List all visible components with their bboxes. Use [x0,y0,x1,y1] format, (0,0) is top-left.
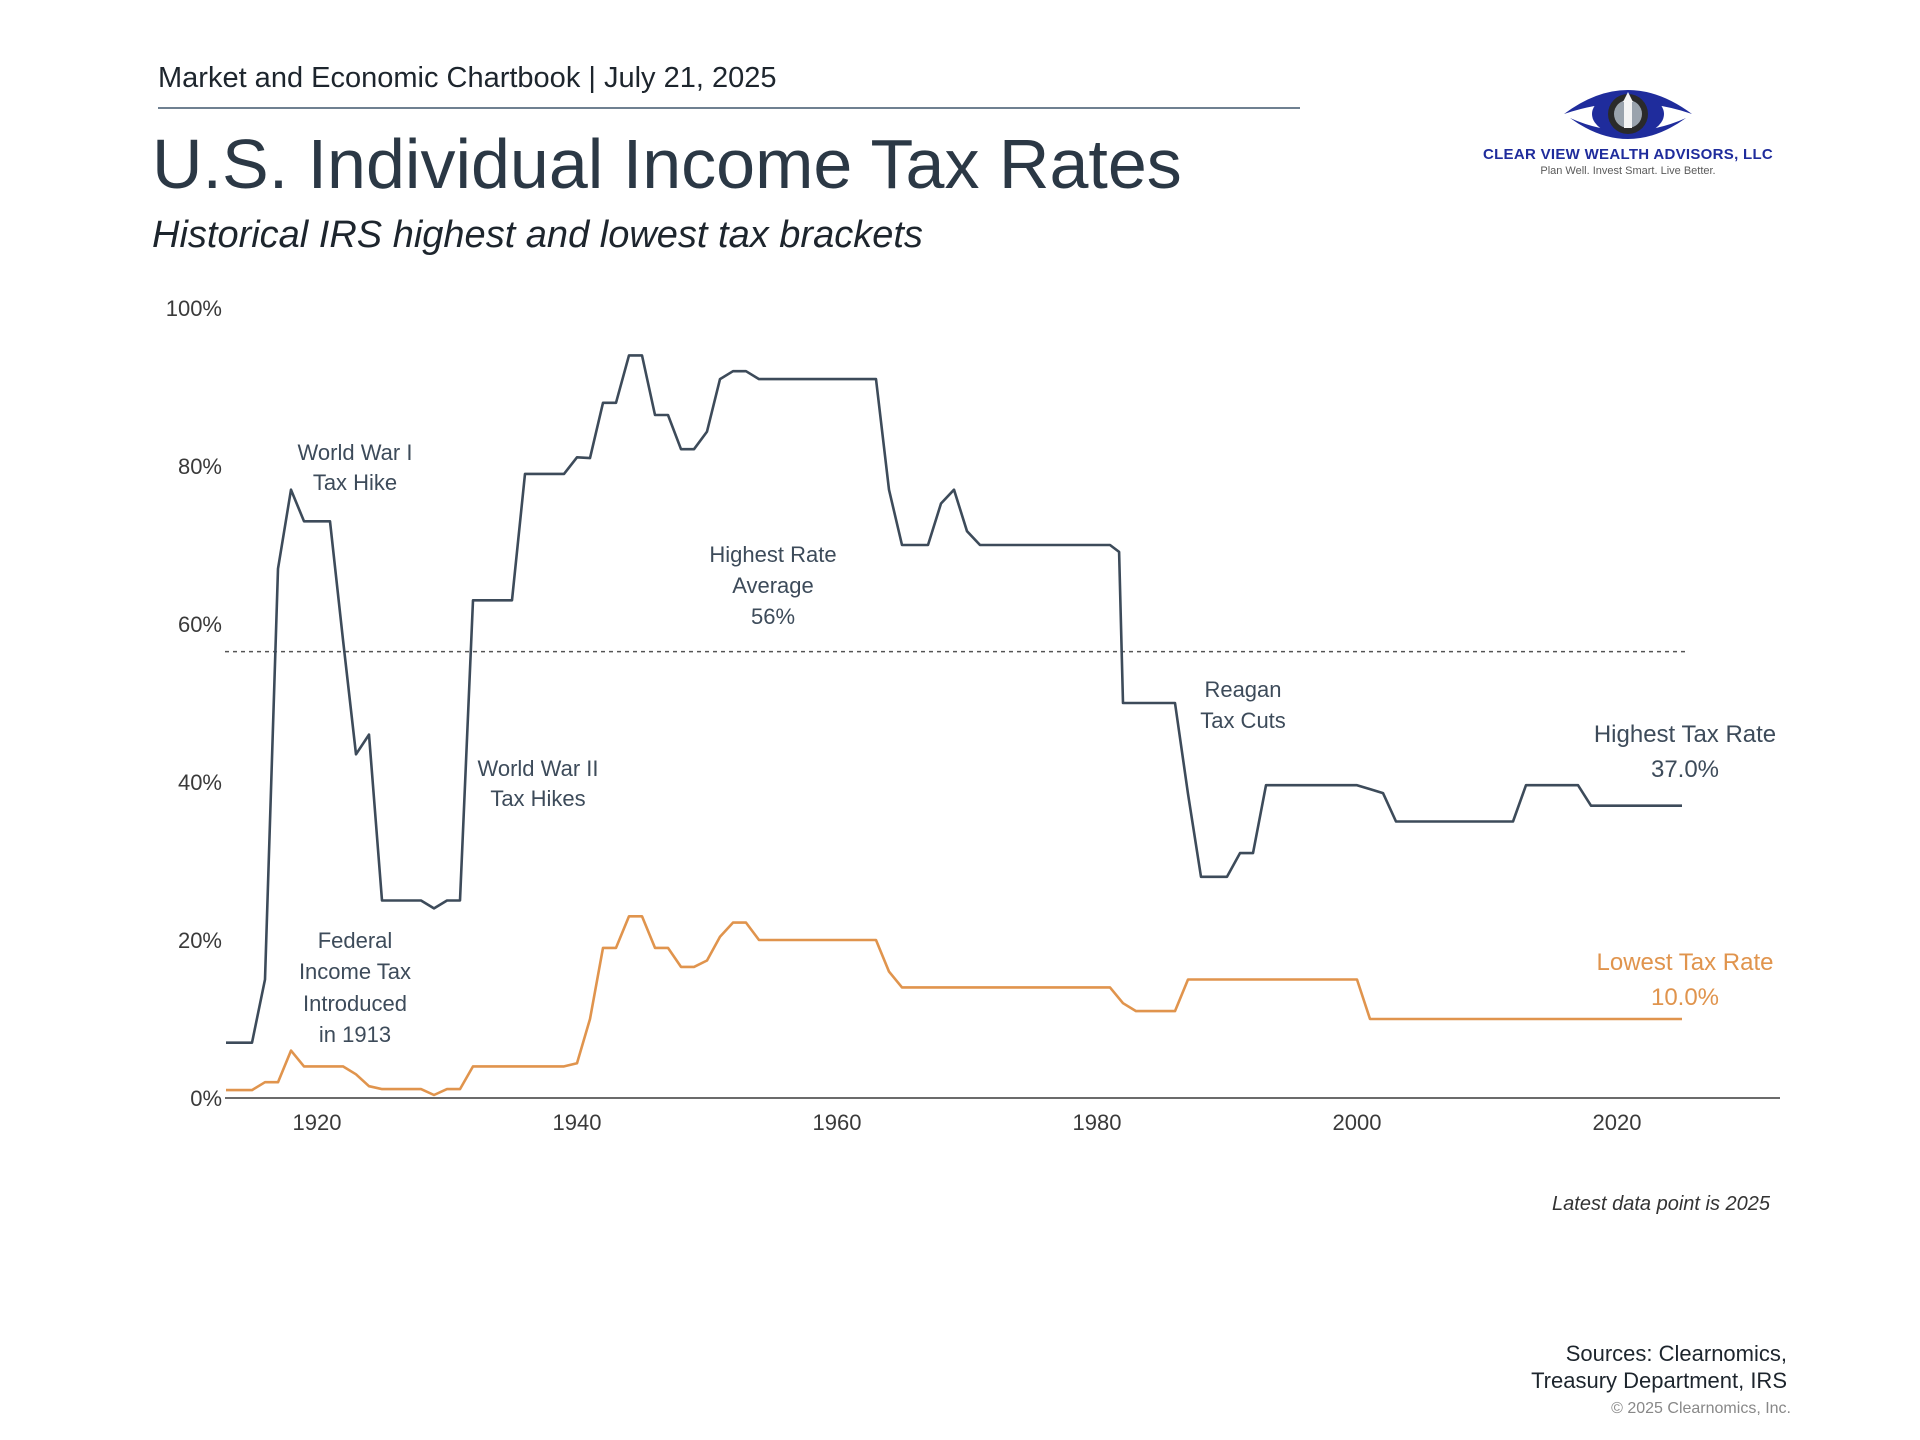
x-tick-label: 1920 [293,1110,342,1135]
x-axis-ticks: 1920 1940 1960 1980 2000 2020 [293,1110,1642,1135]
series-value-label: 37.0% [1651,756,1719,783]
logo-company-name: CLEAR VIEW WEALTH ADVISORS, LLC [1482,146,1774,163]
annotation-text: Tax Hike [313,470,397,495]
y-tick-label: 40% [178,770,222,795]
annotation-reagan: Reagan Tax Cuts [1200,677,1286,733]
annotation-text: World War II [477,756,598,781]
x-tick-label: 1960 [813,1110,862,1135]
y-tick-label: 60% [178,612,222,637]
sources-line: Sources: Clearnomics, [1565,1341,1787,1366]
x-tick-label: 2020 [1593,1110,1642,1135]
annotation-text: Federal [318,928,393,953]
annotation-wwi: World War I Tax Hike [298,440,413,495]
annotation-text: in 1913 [319,1022,391,1047]
lowest-tax-rate-line [226,915,1682,1097]
y-axis-ticks: 0% 20% 40% 60% 80% 100% [166,296,222,1111]
sources-text: Sources: Clearnomics, Treasury Departmen… [1400,1340,1787,1394]
copyright-notice: © 2025 Clearnomics, Inc. [1611,1400,1791,1417]
x-tick-label: 1980 [1073,1110,1122,1135]
company-logo: CLEAR VIEW WEALTH ADVISORS, LLC Plan Wel… [1478,74,1778,184]
page-title: U.S. Individual Income Tax Rates [152,125,1182,203]
y-tick-label: 100% [166,296,222,321]
annotation-text: Tax Hikes [490,786,585,811]
series-name-label: Highest Tax Rate [1594,721,1776,748]
annotation-text: Reagan [1204,677,1281,702]
y-tick-label: 0% [190,1086,222,1111]
eye-logo-icon [1564,90,1692,139]
x-tick-label: 1940 [553,1110,602,1135]
page-subtitle: Historical IRS highest and lowest tax br… [152,214,923,256]
annotation-text: Introduced [303,991,407,1016]
x-tick-label: 2000 [1333,1110,1382,1135]
lowest-rate-end-label: Lowest Tax Rate 10.0% [1597,949,1774,1011]
annotation-text: Average [732,573,814,598]
latest-data-note: Latest data point is 2025 [1552,1193,1770,1215]
highest-rate-end-label: Highest Tax Rate 37.0% [1594,721,1776,783]
annotation-text: 56% [751,604,795,629]
logo-tagline: Plan Well. Invest Smart. Live Better. [1540,165,1716,177]
publication-header: Market and Economic Chartbook | July 21,… [158,62,777,94]
annotation-text: Tax Cuts [1200,708,1286,733]
annotation-text: Highest Rate [709,542,836,567]
y-tick-label: 20% [178,928,222,953]
series-name-label: Lowest Tax Rate [1597,949,1774,976]
annotation-average: Highest Rate Average 56% [709,542,836,629]
annotation-text: Income Tax [299,959,411,984]
y-tick-label: 80% [178,454,222,479]
highest-tax-rate-line [226,354,1682,1044]
sources-line: Treasury Department, IRS [1531,1368,1787,1393]
annotation-federal-income-tax: Federal Income Tax Introduced in 1913 [299,928,411,1047]
header-divider [158,107,1300,109]
annotation-text: World War I [298,440,413,465]
series-value-label: 10.0% [1651,984,1719,1011]
annotation-wwii: World War II Tax Hikes [477,756,598,811]
